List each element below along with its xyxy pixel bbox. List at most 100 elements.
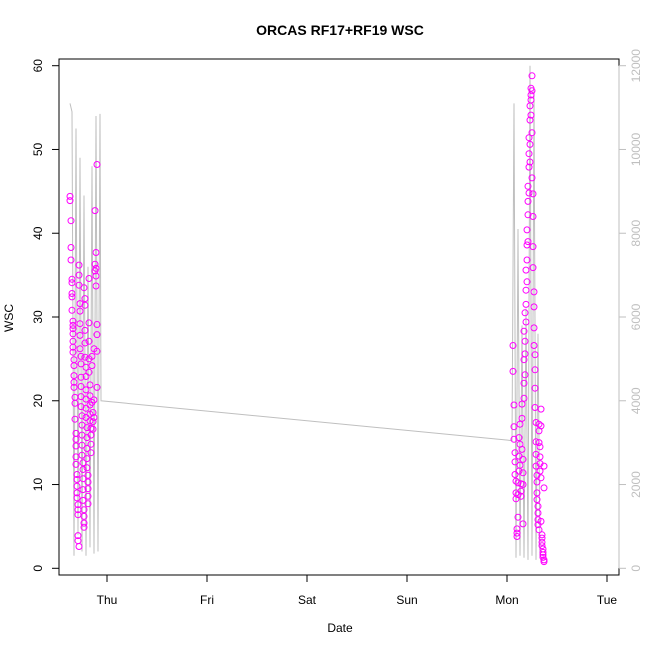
data-point xyxy=(509,367,517,375)
data-point xyxy=(93,347,101,355)
data-point xyxy=(75,261,83,269)
data-point xyxy=(525,134,533,142)
data-point xyxy=(87,431,95,439)
data-point xyxy=(73,489,81,497)
data-point xyxy=(528,129,536,137)
data-point xyxy=(524,197,532,205)
data-point xyxy=(540,484,548,492)
data-point xyxy=(66,192,74,200)
data-point xyxy=(531,366,539,374)
data-point xyxy=(69,343,77,351)
data-point xyxy=(536,443,544,451)
data-point xyxy=(86,417,94,425)
data-point xyxy=(536,453,544,461)
data-point xyxy=(67,256,75,264)
data-point xyxy=(529,243,537,251)
data-point xyxy=(77,352,85,360)
data-point xyxy=(89,425,97,433)
data-point xyxy=(75,543,83,550)
y2-tick-label: 2000 xyxy=(629,471,643,498)
y-tick-label: 20 xyxy=(31,394,45,408)
data-point xyxy=(536,467,544,475)
data-point xyxy=(537,422,545,430)
x-tick-label: Thu xyxy=(97,593,118,607)
data-point xyxy=(77,403,85,411)
data-point xyxy=(509,342,517,349)
data-point xyxy=(88,362,96,370)
data-point xyxy=(532,438,540,446)
data-point xyxy=(538,534,546,542)
data-point xyxy=(520,394,528,402)
data-point xyxy=(90,414,98,421)
secondary-line-series xyxy=(69,65,541,560)
data-point xyxy=(82,386,90,394)
line-series-layer xyxy=(69,65,541,560)
data-point xyxy=(525,189,533,197)
data-point xyxy=(537,405,545,413)
data-point xyxy=(524,182,532,190)
data-point xyxy=(79,466,87,473)
data-point xyxy=(67,217,75,225)
data-point xyxy=(76,345,84,353)
x-tick-label: Sat xyxy=(298,593,317,607)
data-point xyxy=(74,501,82,509)
data-point xyxy=(68,306,76,314)
data-point xyxy=(535,439,543,447)
data-point xyxy=(530,342,538,349)
data-point xyxy=(533,489,541,497)
y-axis-left: 0 10 20 30 40 50 60 xyxy=(31,59,60,572)
data-point xyxy=(526,158,534,166)
data-point xyxy=(527,96,535,104)
data-point xyxy=(517,492,525,500)
data-point xyxy=(89,418,97,426)
data-point xyxy=(70,372,78,380)
data-point xyxy=(526,140,534,148)
data-point xyxy=(81,353,89,361)
data-point xyxy=(81,301,89,309)
data-point xyxy=(530,324,538,332)
data-point xyxy=(92,282,100,290)
data-point xyxy=(531,351,539,359)
data-point xyxy=(83,455,91,463)
data-point xyxy=(69,321,77,329)
data-point xyxy=(66,197,74,205)
data-point xyxy=(71,399,79,407)
data-point xyxy=(84,500,92,508)
data-point xyxy=(72,460,80,468)
data-point xyxy=(80,523,88,531)
points-layer xyxy=(66,72,548,566)
data-point xyxy=(521,350,529,358)
data-point xyxy=(77,360,85,368)
data-point xyxy=(517,487,525,495)
data-point xyxy=(73,482,81,490)
data-point xyxy=(76,300,84,308)
data-point xyxy=(528,87,536,95)
data-point xyxy=(528,72,536,80)
x-axis: Thu Fri Sat Sun Mon Tue xyxy=(97,574,618,607)
y-tick-label: 60 xyxy=(31,59,45,73)
data-point xyxy=(93,383,101,391)
data-point xyxy=(519,469,527,477)
data-point xyxy=(520,327,528,335)
data-point xyxy=(84,485,92,493)
data-point xyxy=(85,275,93,282)
y-axis-right: 0 2000 4000 6000 8000 10000 12000 xyxy=(618,49,643,572)
data-point xyxy=(539,551,547,559)
y-tick-label: 0 xyxy=(31,565,45,572)
data-point xyxy=(537,474,545,482)
data-point xyxy=(538,531,546,539)
data-point xyxy=(513,525,521,533)
data-point xyxy=(534,509,542,517)
data-point xyxy=(92,264,100,272)
data-point xyxy=(511,458,519,466)
y2-tick-label: 12000 xyxy=(629,49,643,83)
data-point xyxy=(534,502,542,510)
data-point xyxy=(79,496,87,504)
chart-title: ORCAS RF17+RF19 WSC xyxy=(256,22,424,38)
x-tick-label: Tue xyxy=(597,593,618,607)
data-point xyxy=(520,379,528,387)
data-point xyxy=(84,471,92,479)
data-point xyxy=(537,517,545,525)
